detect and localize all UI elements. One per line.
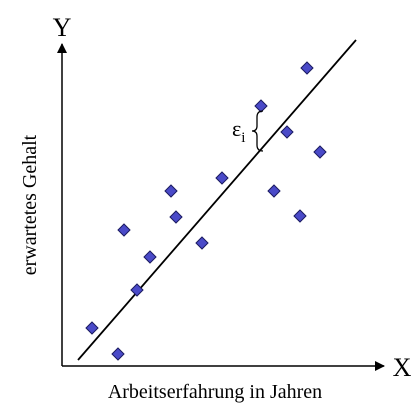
points	[85, 61, 327, 361]
data-point	[313, 145, 327, 159]
data-point	[164, 184, 178, 198]
data-point	[267, 184, 281, 198]
data-point	[254, 99, 268, 113]
x-axis-label: Arbeitserfahrung in Jahren	[108, 381, 322, 403]
data-point	[117, 223, 131, 237]
data-point	[293, 209, 307, 223]
data-point	[300, 61, 314, 75]
y-axis-letter: Y	[53, 13, 72, 42]
regression-line	[77, 39, 357, 361]
residual-brace	[251, 110, 264, 152]
epsilon-subscript: i	[241, 130, 245, 146]
y-axis-label: erwartetes Gehalt	[19, 134, 41, 275]
data-point	[215, 171, 229, 185]
data-point	[143, 250, 157, 264]
epsilon: ε	[232, 116, 241, 141]
data-point	[111, 347, 125, 361]
data-point	[169, 210, 183, 224]
epsilon-annotation: εi	[232, 116, 245, 146]
data-point	[85, 321, 99, 335]
x-axis-letter: X	[393, 353, 412, 382]
data-point	[280, 125, 294, 139]
data-point	[130, 283, 144, 297]
data-point	[195, 236, 209, 250]
